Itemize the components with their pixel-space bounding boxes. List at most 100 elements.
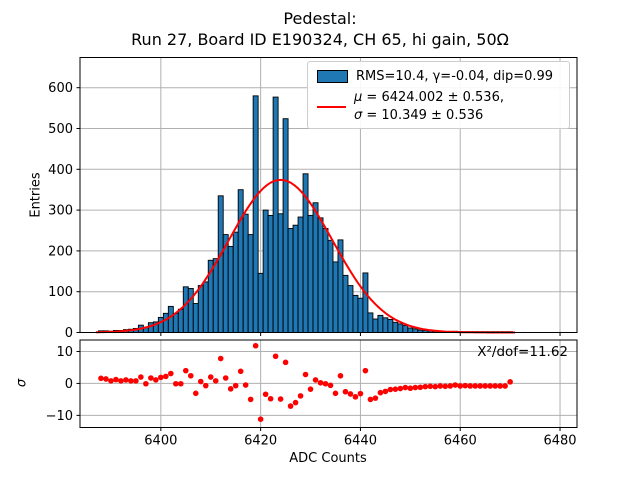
residual-dot xyxy=(113,376,119,383)
y-tick-label: 400 xyxy=(48,163,73,178)
residual-dot xyxy=(133,378,139,384)
legend-entry-fit: μ = 6424.002 ± 0.536, σ = 10.349 ± 0.536 xyxy=(317,89,504,125)
residual-dot xyxy=(177,380,184,387)
residual-dot xyxy=(307,386,314,392)
histogram-bar xyxy=(242,213,249,333)
histogram-bar xyxy=(347,285,354,333)
residual-y-tick-label: 10 xyxy=(56,345,73,360)
legend-fit-line-swatch xyxy=(317,106,346,108)
residual-dot xyxy=(497,383,503,389)
histogram-bar xyxy=(272,96,279,333)
residual-dot xyxy=(442,383,449,390)
residual-dot xyxy=(332,390,339,397)
histogram-bar xyxy=(322,228,329,333)
x-tick-label: 6400 xyxy=(144,434,177,449)
y-tick-label: 100 xyxy=(48,285,73,300)
gaussian-fit-curve xyxy=(96,178,516,334)
histogram-bar xyxy=(257,272,264,333)
histogram-bar xyxy=(307,214,314,333)
plot-title-line1: Pedestal: xyxy=(283,9,357,28)
residual-dot xyxy=(302,371,309,378)
histogram-bar xyxy=(187,287,194,333)
residual-dot xyxy=(237,368,244,375)
residual-dot xyxy=(128,378,134,384)
plot-title-line2: Run 27, Board ID E190324, CH 65, hi gain… xyxy=(131,30,509,49)
residual-dot xyxy=(207,374,214,380)
residual-dot xyxy=(407,385,414,392)
residual-dot xyxy=(118,378,124,384)
histogram-bar xyxy=(177,308,184,333)
residual-dot xyxy=(362,367,369,374)
residual-dot xyxy=(252,342,259,349)
legend-sigma-symbol: σ xyxy=(354,108,363,123)
y-tick-label: 200 xyxy=(48,244,73,259)
histogram-bar xyxy=(287,228,294,333)
histogram-bar xyxy=(297,216,304,333)
legend-histogram-label: RMS=10.4, γ=-0.04, dip=0.99 xyxy=(356,68,554,84)
histogram-bar xyxy=(387,318,394,333)
histogram-bar xyxy=(202,281,209,333)
histogram-bar xyxy=(412,328,419,333)
residual-dot xyxy=(247,396,254,403)
residual-dot xyxy=(227,386,234,392)
residual-dot xyxy=(357,390,364,397)
residual-dot xyxy=(462,382,469,389)
histogram-bar xyxy=(192,303,199,333)
residual-dot xyxy=(173,380,179,387)
x-tick-label: 6460 xyxy=(444,434,477,449)
residual-dot xyxy=(322,380,329,387)
residual-dot xyxy=(143,380,149,387)
histogram-bar xyxy=(352,294,359,333)
y-tick-label: 500 xyxy=(48,122,73,137)
histogram-bar xyxy=(397,323,404,333)
histogram-bar xyxy=(282,118,289,333)
histogram-bar xyxy=(277,213,284,333)
histogram-bar xyxy=(197,285,204,333)
tick-marks xyxy=(76,87,561,431)
residual-dot xyxy=(297,393,304,399)
residual-dot xyxy=(267,395,274,402)
y-tick-label: 600 xyxy=(48,81,73,96)
legend-mu-symbol: μ xyxy=(354,90,363,105)
residual-dot xyxy=(427,383,434,390)
histogram-bar xyxy=(262,209,269,333)
residual-dot xyxy=(153,377,159,383)
residual-dot xyxy=(412,384,419,391)
residual-dot xyxy=(347,391,354,397)
residual-dot xyxy=(163,373,169,380)
histogram-bar xyxy=(172,312,179,333)
histogram-bar xyxy=(232,231,239,333)
residual-dots xyxy=(98,342,513,422)
residual-dot xyxy=(327,382,334,389)
residual-dot xyxy=(472,383,479,389)
residual-dot xyxy=(148,375,154,381)
histogram-bar xyxy=(402,325,409,333)
residual-dot xyxy=(197,378,204,385)
residual-dot xyxy=(222,375,229,381)
histogram-bar xyxy=(407,327,414,333)
residual-dot xyxy=(123,377,129,383)
histogram-bar xyxy=(357,297,364,333)
x-axis-label: ADC Counts xyxy=(289,451,367,466)
y-tick-label: 0 xyxy=(65,326,73,341)
residual-dot xyxy=(417,384,424,391)
residual-dot xyxy=(337,372,344,379)
legend-sigma-value: = 10.349 ± 0.536 xyxy=(362,108,484,123)
residual-y-tick-label: −10 xyxy=(46,409,73,424)
main-axes-frame xyxy=(79,57,578,333)
residual-dot xyxy=(372,395,379,401)
residual-dot xyxy=(387,386,394,393)
y-axis-label-entries: Entries xyxy=(28,172,44,218)
residual-dot xyxy=(457,383,464,389)
residual-dot xyxy=(282,359,289,366)
residual-dot xyxy=(312,377,319,383)
residual-dot xyxy=(232,382,239,389)
histogram-bar xyxy=(157,316,164,333)
chi2-annotation: X²/dof=11.62 xyxy=(477,344,568,360)
residual-dot xyxy=(103,376,109,382)
residual-dot xyxy=(272,353,279,360)
legend-mu-value: = 6424.002 ± 0.536, xyxy=(362,90,504,105)
residual-dot xyxy=(492,383,498,389)
